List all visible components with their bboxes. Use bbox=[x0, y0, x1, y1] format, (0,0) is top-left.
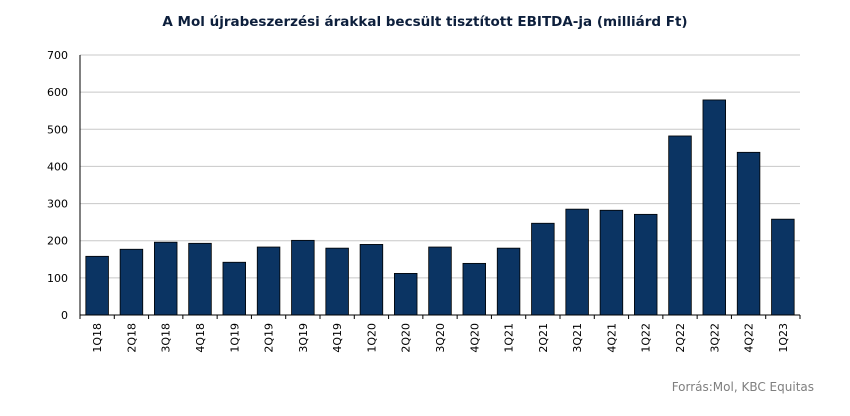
x-axis-ticks: 1Q18 2Q18 3Q18 4Q18 1Q19 2Q19 3Q19 4Q19 1Q20 2Q20… bbox=[91, 323, 790, 353]
x-tick-label: 3Q20 bbox=[434, 323, 447, 353]
y-tick-label: 100 bbox=[47, 272, 68, 285]
bar-4Q22 bbox=[736, 151, 761, 316]
x-tick-label: 3Q18 bbox=[160, 323, 173, 353]
x-tick-label: 4Q20 bbox=[468, 323, 481, 353]
bars bbox=[85, 99, 795, 316]
x-tick-label: 3Q19 bbox=[297, 323, 310, 353]
bar-1Q23 bbox=[771, 218, 795, 316]
y-tick-label: 200 bbox=[47, 235, 68, 248]
bar-2Q18 bbox=[119, 248, 144, 316]
x-tick-label: 1Q22 bbox=[640, 323, 653, 353]
x-tick-label: 4Q21 bbox=[605, 323, 618, 353]
bar-3Q20 bbox=[428, 246, 452, 316]
gridlines bbox=[80, 54, 800, 279]
x-tick-label: 1Q18 bbox=[91, 323, 104, 353]
bar-2Q21 bbox=[531, 222, 555, 316]
x-tick-label: 4Q18 bbox=[194, 323, 207, 353]
y-tick-label: 300 bbox=[47, 198, 68, 211]
bar-2Q22 bbox=[668, 135, 692, 316]
y-axis-ticks: 0 100 200 300 400 500 600 700 bbox=[47, 49, 68, 322]
bar-4Q20 bbox=[462, 262, 487, 316]
x-tick-label: 2Q20 bbox=[400, 323, 413, 353]
x-tick-label: 3Q21 bbox=[571, 323, 584, 353]
x-tick-label: 1Q23 bbox=[777, 323, 790, 353]
y-tick-label: 600 bbox=[47, 86, 68, 99]
x-tick-label: 2Q22 bbox=[674, 323, 687, 353]
y-tick-label: 400 bbox=[47, 160, 68, 173]
bar-4Q19 bbox=[325, 247, 349, 316]
bar-3Q19 bbox=[291, 239, 315, 316]
x-tick-label: 1Q19 bbox=[228, 323, 241, 353]
x-tick-label: 3Q22 bbox=[708, 323, 721, 353]
chart-title: A Mol újrabeszerzési árakkal becsült tis… bbox=[162, 14, 688, 30]
x-tick-label: 4Q19 bbox=[331, 323, 344, 353]
bar-1Q22 bbox=[634, 213, 658, 316]
source-note: Forrás:Mol, KBC Equitas bbox=[671, 380, 814, 394]
x-tick-label: 2Q21 bbox=[537, 323, 550, 353]
bar-1Q18 bbox=[85, 255, 109, 316]
y-tick-label: 700 bbox=[47, 49, 68, 62]
x-tick-label: 2Q18 bbox=[125, 323, 138, 353]
bar-4Q18 bbox=[188, 242, 212, 316]
bar-1Q20 bbox=[359, 244, 384, 316]
bar-2Q19 bbox=[256, 246, 281, 316]
bar-1Q21 bbox=[496, 247, 521, 316]
axes bbox=[79, 55, 801, 319]
x-tick-label: 1Q20 bbox=[365, 323, 378, 353]
x-tick-label: 4Q22 bbox=[743, 323, 756, 353]
y-tick-label: 0 bbox=[61, 309, 68, 322]
bar-3Q18 bbox=[153, 241, 178, 316]
bar-4Q21 bbox=[599, 209, 624, 316]
y-tick-label: 500 bbox=[47, 123, 68, 136]
bar-3Q22 bbox=[702, 99, 727, 316]
bar-3Q21 bbox=[565, 208, 589, 316]
x-tick-label: 2Q19 bbox=[263, 323, 276, 353]
x-tick-label: 1Q21 bbox=[503, 323, 516, 353]
bar-1Q19 bbox=[222, 261, 247, 316]
bar-2Q20 bbox=[393, 272, 418, 316]
